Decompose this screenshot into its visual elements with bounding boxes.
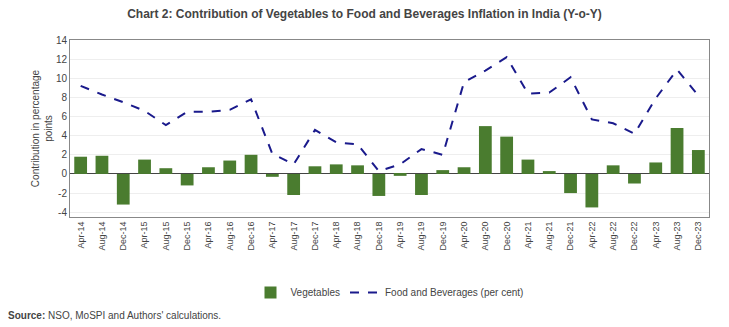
svg-text:Apr-14: Apr-14 [76,222,86,249]
svg-text:Dec-23: Dec-23 [693,222,703,251]
svg-text:Aug-17: Aug-17 [289,222,299,251]
svg-text:10: 10 [56,73,68,84]
svg-text:Dec-15: Dec-15 [182,222,192,251]
svg-text:Apr-18: Apr-18 [331,222,341,249]
svg-text:Apr-23: Apr-23 [651,222,661,249]
svg-text:Aug-23: Aug-23 [672,222,682,251]
svg-text:8: 8 [61,92,67,103]
svg-text:Aug-19: Aug-19 [416,222,426,251]
svg-text:Aug-14: Aug-14 [97,222,107,251]
svg-text:Dec-22: Dec-22 [629,222,639,251]
svg-text:Apr-16: Apr-16 [203,222,213,249]
svg-text:Aug-22: Aug-22 [608,222,618,251]
svg-text:Aug-16: Aug-16 [225,222,235,251]
svg-text:6: 6 [61,111,67,122]
svg-text:Apr-15: Apr-15 [139,222,149,249]
svg-text:14: 14 [56,35,68,46]
svg-text:Apr-22: Apr-22 [587,222,597,249]
svg-text:Dec-21: Dec-21 [565,222,575,251]
svg-text:Dec-19: Dec-19 [438,222,448,251]
svg-text:Aug-21: Aug-21 [544,222,554,251]
svg-text:Source: NSO, MoSPI and Authors: Source: NSO, MoSPI and Authors' calculat… [8,310,221,321]
svg-text:Dec-16: Dec-16 [246,222,256,251]
svg-text:Dec-14: Dec-14 [118,222,128,251]
svg-text:2: 2 [61,149,67,160]
svg-text:Aug-20: Aug-20 [480,222,490,251]
svg-text:Food and Beverages (per cent): Food and Beverages (per cent) [385,287,523,298]
svg-text:Aug-18: Aug-18 [352,222,362,251]
svg-text:Dec-17: Dec-17 [310,222,320,251]
svg-text:-2: -2 [58,188,67,199]
svg-text:Dec-18: Dec-18 [374,222,384,251]
svg-text:Apr-19: Apr-19 [395,222,405,249]
svg-text:Aug-15: Aug-15 [161,222,171,251]
svg-text:-4: -4 [58,207,67,218]
svg-text:Apr-21: Apr-21 [523,222,533,249]
svg-text:Dec-20: Dec-20 [502,222,512,251]
svg-text:Apr-17: Apr-17 [267,222,277,249]
svg-text:Chart 2: Contribution of Veget: Chart 2: Contribution of Vegetables to F… [127,7,602,21]
svg-text:Apr-20: Apr-20 [459,222,469,249]
svg-text:4: 4 [61,130,67,141]
svg-text:Contribution in percentagepoin: Contribution in percentagepoints [30,69,54,187]
svg-text:0: 0 [61,168,67,179]
svg-text:12: 12 [56,54,68,65]
svg-text:Vegetables: Vegetables [291,287,341,298]
